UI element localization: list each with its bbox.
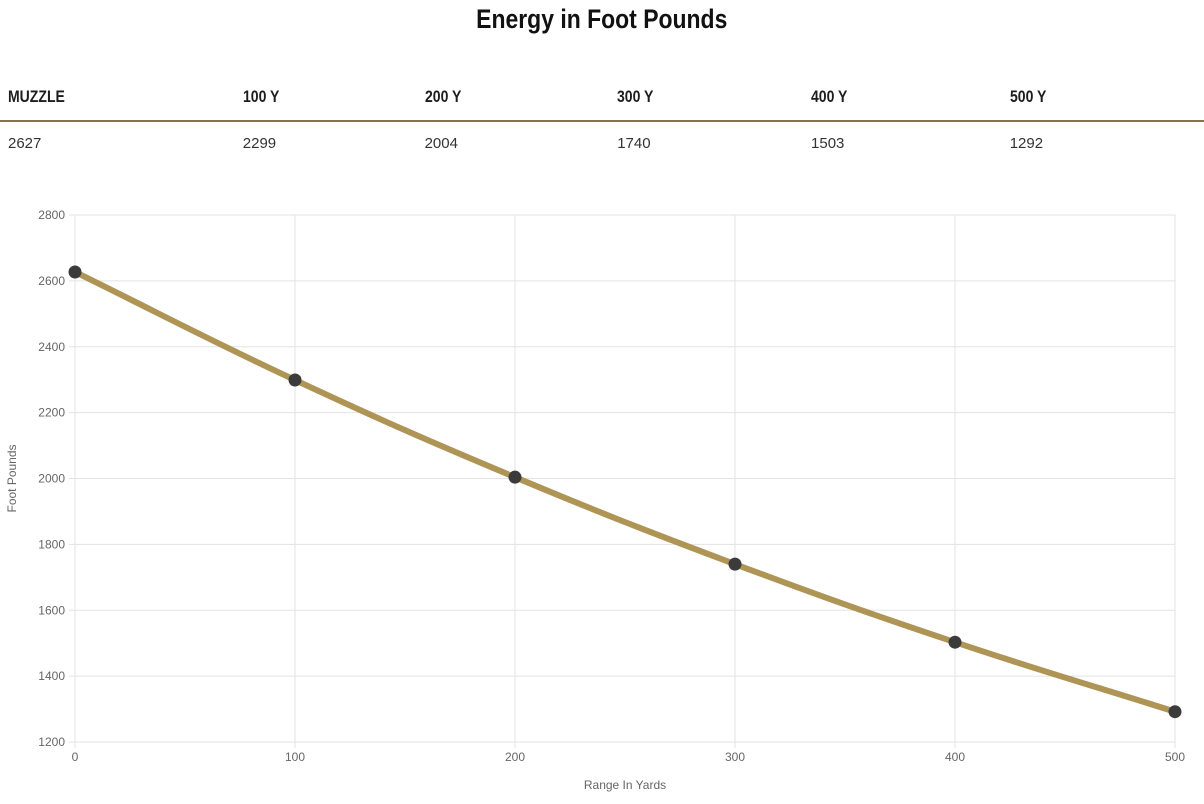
table-value-400y: 1503 [811,135,845,152]
table-value-muzzle: 2627 [8,135,42,152]
table-header-400y: 400 Y [803,80,1002,122]
table-value-100y: 2299 [242,135,277,152]
table-header-200y: 200 Y [416,80,610,122]
y-tick-label: 2200 [38,406,65,420]
page-title: Energy in Foot Pounds [0,2,1204,36]
data-point[interactable] [288,373,302,387]
y-tick-label: 1600 [38,603,65,617]
energy-chart[interactable]: 1200 1400 1600 1800 2000 2200 2400 2600 2800 0 100… [0,195,1204,799]
data-point[interactable] [728,557,742,571]
table-header-300y: 300 Y [609,80,804,122]
chart-container: 1200 1400 1600 1800 2000 2200 2400 2600 2800 0 100… [0,195,1204,799]
x-tick-label: 300 [725,750,745,764]
y-tick-label: 1400 [38,669,65,683]
table-header-muzzle: MUZZLE [0,80,235,122]
x-tick-label: 500 [1165,750,1185,764]
y-tick-label: 1200 [38,735,65,749]
y-tick-label: 2800 [38,208,65,222]
table-header-row: MUZZLE 100 Y 200 Y 300 Y 400 Y 500 Y [0,80,1204,122]
y-tick-label: 2600 [38,274,65,288]
data-point[interactable] [1168,705,1182,719]
table-header-100y: 100 Y [234,80,417,122]
y-tick-label: 2000 [38,472,65,486]
x-tick-label: 100 [285,750,305,764]
y-tick-label: 2400 [38,340,65,354]
table-value-row: 2627 2299 2004 1740 1503 1292 [0,121,1204,162]
data-point[interactable] [948,635,962,649]
ballistics-table: MUZZLE 100 Y 200 Y 300 Y 400 Y 500 Y 262… [0,80,1204,162]
table-value-300y: 1740 [617,135,651,152]
page-title-text: Energy in Foot Pounds [476,4,728,34]
data-point[interactable] [508,470,522,484]
series-line [73,269,1176,715]
x-tick-label: 400 [945,750,965,764]
table-value-200y: 2004 [424,135,458,152]
y-tick-label: 1800 [38,537,65,551]
y-axis-title: Foot Pounds [5,444,19,512]
table-value-500y: 1292 [1009,135,1044,152]
x-tick-label: 200 [505,750,525,764]
ballistics-table-container: MUZZLE 100 Y 200 Y 300 Y 400 Y 500 Y 262… [0,80,1204,162]
x-axis-title: Range In Yards [584,778,666,792]
x-tick-label: 0 [72,750,79,764]
data-point[interactable] [68,265,82,279]
table-header-500y: 500 Y [1001,80,1204,122]
